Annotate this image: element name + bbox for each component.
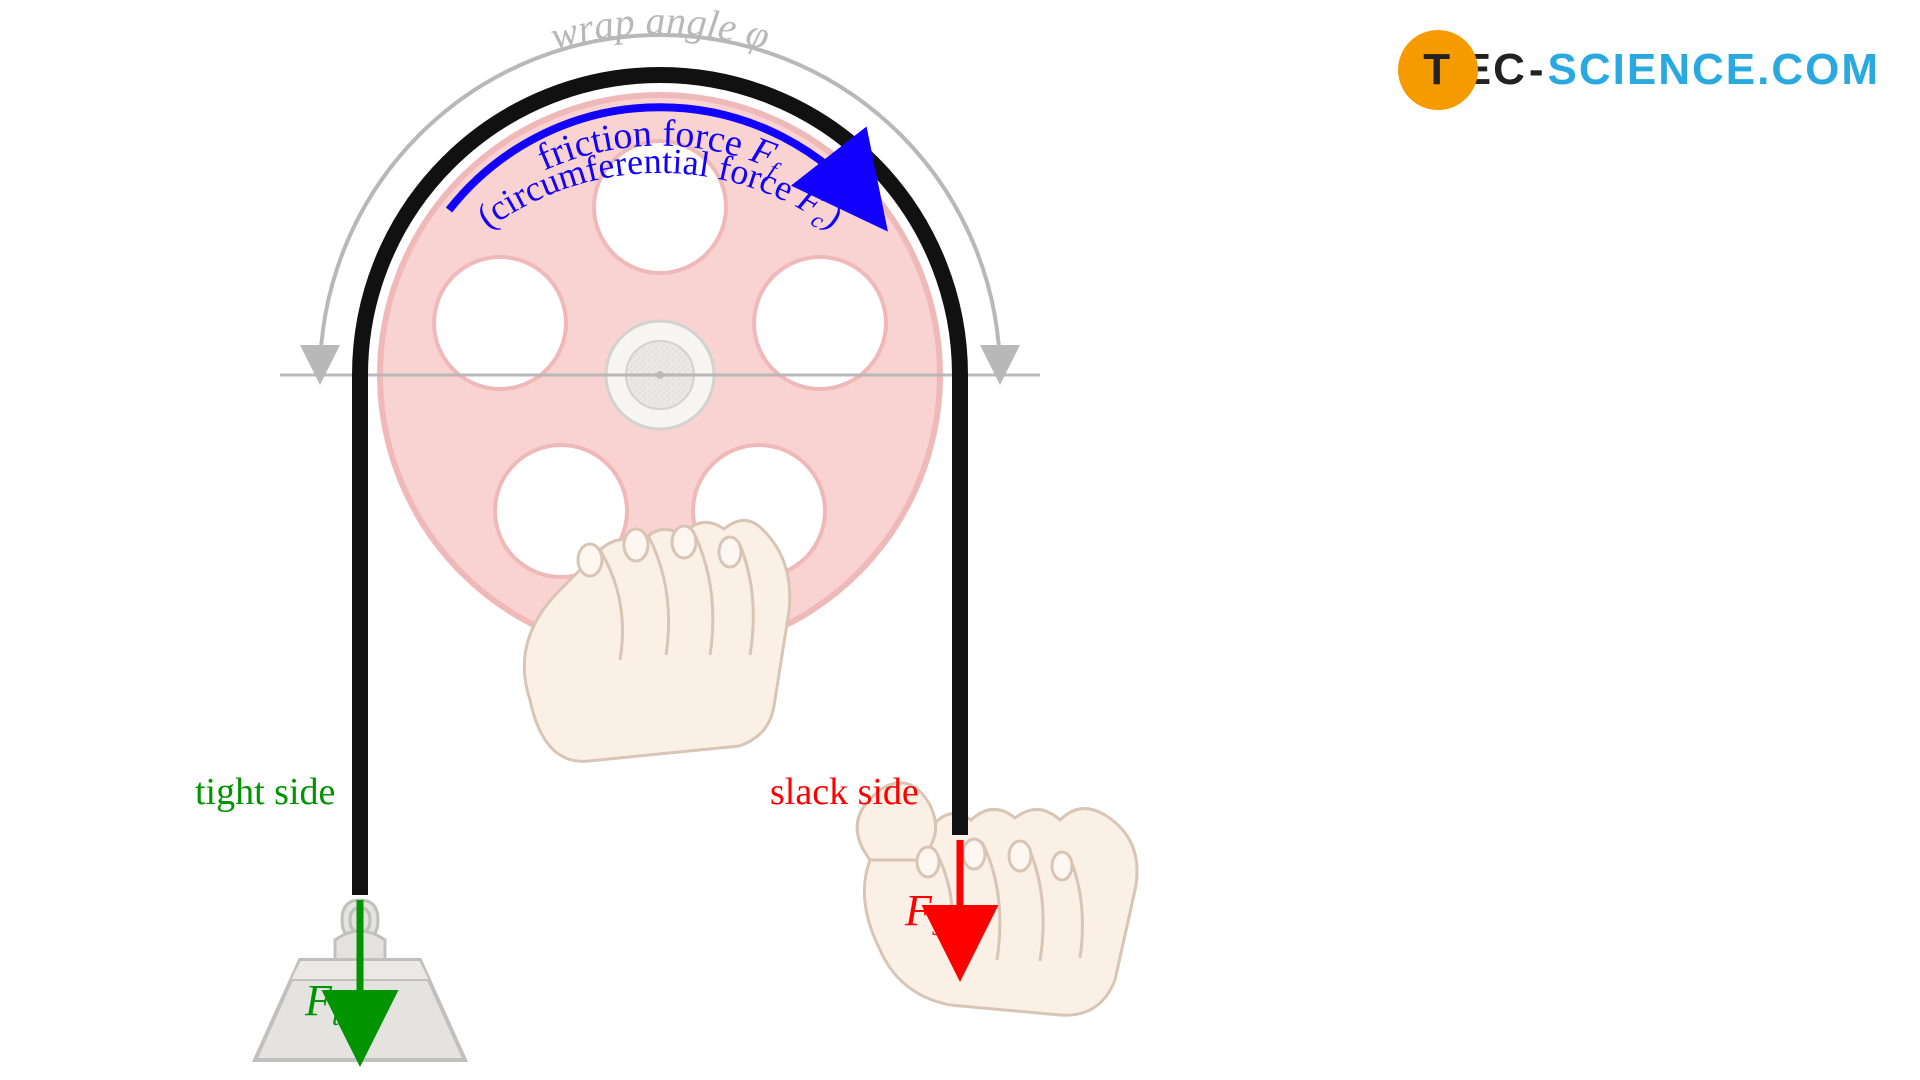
site-logo: T EC - SCIENCE.COM bbox=[1398, 30, 1880, 110]
wrap-angle-label: wrap angle φ bbox=[545, 0, 774, 58]
logo-circle: T bbox=[1398, 30, 1478, 110]
tight-force-symbol: Ft bbox=[305, 975, 340, 1033]
hand-pulling-rope bbox=[857, 783, 1137, 1015]
logo-dash: - bbox=[1529, 45, 1546, 95]
slack-side-label: slack side bbox=[770, 770, 919, 814]
tight-side-label: tight side bbox=[195, 770, 335, 814]
slack-force-symbol: Fs bbox=[905, 885, 943, 943]
logo-text-blue: SCIENCE.COM bbox=[1548, 45, 1880, 95]
diagram-canvas: wrap angle φ friction force Ff (circumfe… bbox=[0, 0, 1920, 1080]
